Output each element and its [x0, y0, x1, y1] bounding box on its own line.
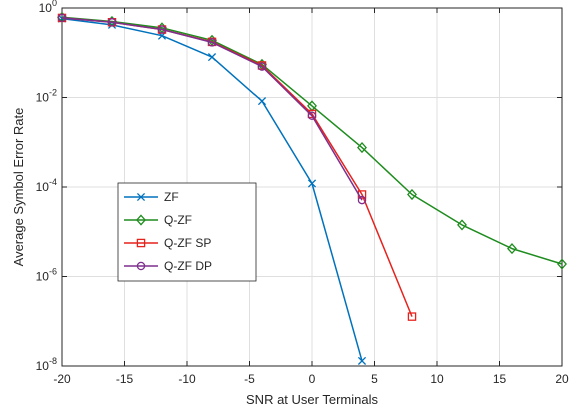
- legend-marker: [136, 238, 146, 248]
- data-point-q-zf-dp: [57, 13, 67, 23]
- y-tick-label: 100: [39, 0, 57, 15]
- legend: ZF Q-ZF Q-ZF SP Q-ZF DP: [117, 182, 257, 282]
- series-q-zf-dp: [57, 13, 367, 205]
- legend-marker: [136, 214, 146, 226]
- plot-frame: [61, 7, 563, 367]
- legend-label: Q-ZF DP: [164, 259, 212, 273]
- data-point-q-zf-dp: [157, 25, 167, 34]
- y-tick-label: 10-2: [36, 88, 57, 105]
- legend-item-q-zf: Q-ZF: [124, 213, 192, 227]
- data-point-zf: [307, 179, 317, 188]
- legend-label: ZF: [164, 190, 179, 204]
- data-point-q-zf-dp: [307, 111, 317, 121]
- series-layer: [57, 11, 567, 365]
- x-tick-label: 20: [555, 372, 569, 386]
- legend-item-q-zf-sp: Q-ZF SP: [124, 236, 211, 250]
- series-line-q-zf: [61, 16, 563, 265]
- x-tick-label: 15: [493, 372, 507, 386]
- legend-item-q-zf-dp: Q-ZF DP: [124, 259, 212, 273]
- legend-marker: [136, 261, 146, 271]
- legend-box: [117, 182, 257, 282]
- data-point-q-zf-sp: [407, 312, 417, 321]
- data-point-q-zf: [407, 188, 417, 201]
- data-point-zf: [257, 97, 267, 106]
- data-point-q-zf-dp: [357, 195, 367, 205]
- x-tick-label: 10: [430, 372, 444, 386]
- data-point-zf: [207, 53, 217, 62]
- data-point-q-zf-dp: [107, 18, 117, 27]
- data-point-q-zf-dp: [207, 38, 217, 47]
- y-tick-label: 10-6: [36, 267, 57, 284]
- x-tick-label: 5: [371, 372, 378, 386]
- data-point-q-zf: [557, 258, 567, 270]
- series-line-q-zf-dp: [61, 17, 363, 201]
- legend-label: Q-ZF: [164, 213, 192, 227]
- data-point-q-zf: [357, 142, 367, 154]
- y-tick-label: 10-8: [36, 356, 57, 373]
- y-axis-label: Average Symbol Error Rate: [11, 108, 26, 267]
- data-point-q-zf: [507, 243, 517, 255]
- legend-marker: [136, 192, 146, 202]
- data-point-q-zf-dp: [257, 62, 267, 71]
- data-point-zf: [357, 356, 367, 365]
- x-tick-label: -10: [178, 372, 196, 386]
- x-tick-label: -15: [116, 372, 134, 386]
- axes: -20 -15 -10 -5 0 5 10 15 20 100 10-2 10-4 10-6 10-8: [36, 0, 569, 386]
- y-tick-label: 10-4: [36, 177, 57, 194]
- x-axis-label: SNR at User Terminals: [246, 392, 378, 407]
- x-tick-label: -20: [53, 372, 71, 386]
- data-point-q-zf: [457, 219, 467, 231]
- x-tick-label: -5: [244, 372, 255, 386]
- legend-item-zf: ZF: [124, 190, 179, 204]
- x-tick-label: 0: [309, 372, 316, 386]
- legend-label: Q-ZF SP: [164, 236, 211, 250]
